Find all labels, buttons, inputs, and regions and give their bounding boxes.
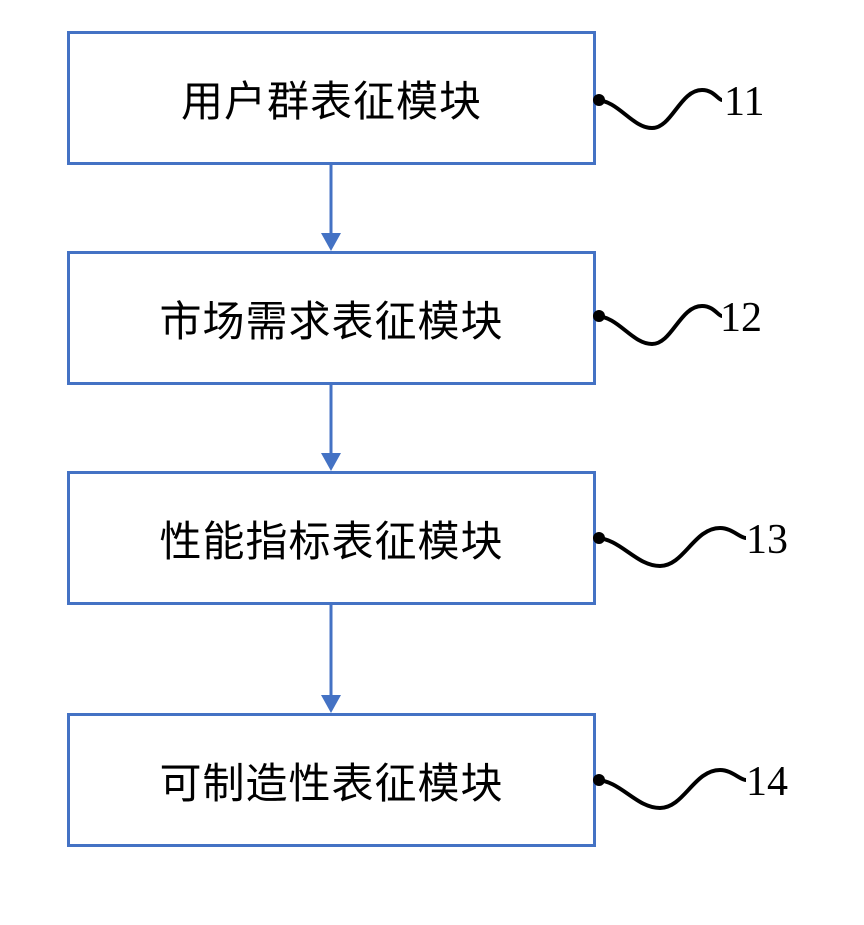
node-performance-index-text: 性能指标表征模块	[159, 508, 503, 569]
label-13: 13	[746, 516, 788, 564]
edge-n1-n2	[321, 165, 341, 251]
edge-n3-n4	[321, 605, 341, 713]
leader-13	[593, 528, 746, 566]
leader-11	[593, 90, 722, 128]
edge-n2-n3	[321, 385, 341, 471]
node-user-group: 用户群表征模块	[67, 31, 596, 165]
node-manufacturability: 可制造性表征模块	[67, 713, 596, 847]
leader-14	[593, 770, 746, 808]
node-manufacturability-text: 可制造性表征模块	[159, 750, 503, 811]
node-performance-index: 性能指标表征模块	[67, 471, 596, 605]
node-market-demand-text: 市场需求表征模块	[159, 288, 503, 349]
diagram-canvas: 用户群表征模块 11 市场需求表征模块 12 性能指标表征模块 13 可制造性表…	[0, 0, 864, 925]
node-market-demand: 市场需求表征模块	[67, 251, 596, 385]
node-user-group-text: 用户群表征模块	[181, 68, 482, 129]
label-12: 12	[720, 294, 762, 342]
label-11: 11	[724, 78, 764, 126]
label-14: 14	[746, 758, 788, 806]
leader-12	[593, 306, 722, 344]
